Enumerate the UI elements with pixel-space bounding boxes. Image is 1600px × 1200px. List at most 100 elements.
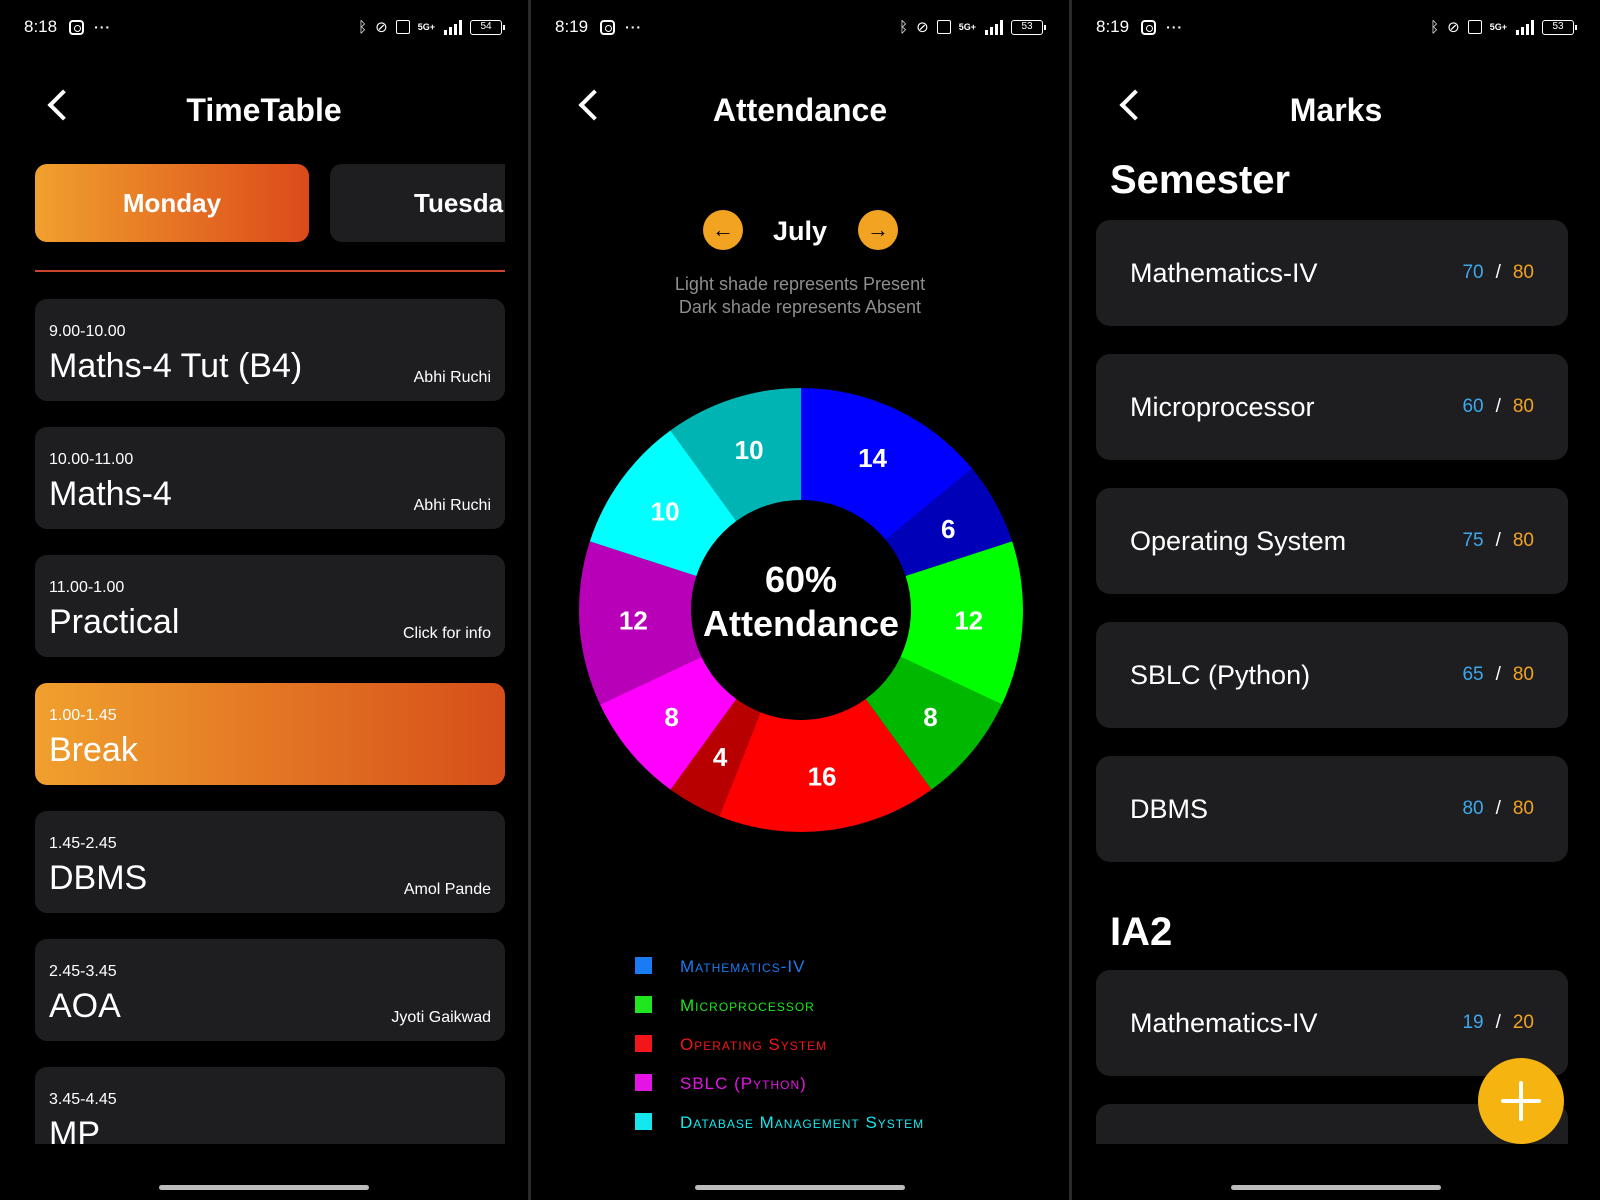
status-bar: 8:19 ··· ᛒ ⊘ 5G+ 53: [555, 14, 1046, 40]
class-card[interactable]: 10.00-11.00 Maths-4 Abhi Ruchi: [35, 427, 505, 529]
class-teacher: Abhi Ruchi: [413, 497, 491, 514]
donut-slice: [865, 656, 1002, 790]
bluetooth-icon: ᛒ: [1430, 18, 1440, 36]
mark-card[interactable]: DBMS 80 / 80: [1096, 756, 1568, 862]
mark-score: 80 / 80: [1462, 798, 1534, 820]
status-time: 8:19: [1096, 17, 1130, 36]
mark-card[interactable]: Microprocessor 60 / 80: [1096, 354, 1568, 460]
sim-icon: [1467, 20, 1482, 34]
score-slash: /: [1495, 798, 1501, 819]
slice-value-label: 12: [954, 606, 983, 636]
status-time: 8:18: [24, 17, 58, 36]
marks-total: 20: [1512, 1012, 1534, 1033]
class-name: Practical: [49, 603, 180, 641]
tab-monday[interactable]: Monday: [35, 164, 309, 242]
page-title: TimeTable: [186, 92, 342, 128]
class-name: Maths-4: [49, 475, 172, 513]
donut-slice: [885, 468, 1013, 577]
class-time: 2.45-3.45: [49, 963, 117, 980]
tab-tuesday[interactable]: Tuesda: [330, 164, 505, 242]
class-time: 1.45-2.45: [49, 835, 117, 852]
marks-total: 80: [1512, 798, 1534, 819]
home-indicator[interactable]: [695, 1185, 905, 1190]
slice-value-label: 14: [858, 443, 887, 473]
mark-subject: Operating System: [1130, 526, 1347, 556]
class-info-link[interactable]: Click for info: [402, 625, 491, 642]
mark-score: 60 / 80: [1462, 396, 1534, 418]
marks-obtained: 65: [1462, 664, 1484, 685]
battery-icon: 53: [1542, 19, 1577, 35]
center-percent: 60%: [765, 559, 837, 600]
home-indicator[interactable]: [1231, 1185, 1441, 1190]
class-card[interactable]: 3.45-4.45 MP: [35, 1067, 505, 1144]
donut-slice: [670, 388, 801, 522]
status-time: 8:19: [555, 17, 589, 36]
legend-label: Database Management System: [680, 1113, 925, 1132]
class-time: 10.00-11.00: [49, 451, 134, 468]
battery-icon: 53: [1011, 19, 1046, 35]
bluetooth-icon: ᛒ: [358, 18, 368, 36]
legend-item: Mathematics-IV: [635, 955, 1015, 994]
hotspot-icon: ⊘: [916, 19, 929, 36]
plus-icon: [1501, 1081, 1541, 1121]
month-navigator: ← July →: [531, 210, 1069, 252]
hotspot-icon: ⊘: [375, 19, 388, 36]
legend-label: Mathematics-IV: [680, 957, 806, 976]
score-slash: /: [1495, 396, 1501, 417]
donut-slice: [670, 698, 761, 817]
home-indicator[interactable]: [159, 1185, 369, 1190]
mark-card[interactable]: Mathematics-IV 70 / 80: [1096, 220, 1568, 326]
slice-value-label: 12: [619, 606, 648, 636]
mark-card[interactable]: Operating System 75 / 80: [1096, 488, 1568, 594]
note-present: Light shade represents Present: [674, 274, 926, 294]
arrow-left-icon[interactable]: ←: [703, 210, 743, 250]
class-teacher: Abhi Ruchi: [413, 369, 491, 386]
section-title-semester: Semester: [1110, 158, 1291, 202]
slice-value-label: 10: [735, 435, 764, 465]
screen-divider: [1069, 0, 1072, 1200]
legend-label: SBLC (Python): [680, 1074, 807, 1093]
mark-card[interactable]: SBLC (Python) 65 / 80: [1096, 622, 1568, 728]
slice-value-label: 8: [664, 702, 678, 732]
month-label: July: [772, 216, 828, 246]
class-card[interactable]: 1.45-2.45 DBMS Amol Pande: [35, 811, 505, 913]
center-caption: Attendance: [703, 603, 899, 644]
mark-subject: Microprocessor: [1130, 392, 1315, 422]
score-slash: /: [1495, 664, 1501, 685]
donut-slice: [589, 430, 737, 577]
legend-swatch: [635, 996, 652, 1013]
signal-icon: [1516, 19, 1534, 35]
shade-note: Light shade represents Present Dark shad…: [531, 273, 1069, 319]
day-tabs: Monday Tuesda: [35, 164, 505, 244]
class-list[interactable]: 9.00-10.00 Maths-4 Tut (B4) Abhi Ruchi 1…: [35, 299, 505, 1144]
break-card: 1.00-1.45 Break: [35, 683, 505, 785]
instagram-icon: [1141, 19, 1157, 35]
score-slash: /: [1495, 1012, 1501, 1033]
header: Marks: [1072, 86, 1600, 136]
slice-value-label: 16: [808, 762, 837, 792]
legend-swatch: [635, 1035, 652, 1052]
class-card[interactable]: 11.00-1.00 Practical Click for info: [35, 555, 505, 657]
marks-obtained: 60: [1462, 396, 1484, 417]
slice-value-label: 8: [923, 702, 937, 732]
page-title: Attendance: [712, 92, 888, 128]
arrow-right-icon[interactable]: →: [858, 210, 898, 250]
signal-icon: [985, 19, 1003, 35]
instagram-icon: [600, 19, 616, 35]
class-card[interactable]: 2.45-3.45 AOA Jyoti Gaikwad: [35, 939, 505, 1041]
donut-slice: [801, 388, 973, 540]
mark-subject: DBMS: [1130, 794, 1209, 824]
sim-icon: [936, 20, 951, 34]
marks-total: 80: [1512, 530, 1534, 551]
network-label: 5G+: [958, 22, 976, 32]
header: Attendance: [531, 86, 1069, 136]
class-card[interactable]: 9.00-10.00 Maths-4 Tut (B4) Abhi Ruchi: [35, 299, 505, 401]
add-marks-button[interactable]: [1478, 1058, 1564, 1144]
chart-legend: Mathematics-IV Microprocessor Operating Sy…: [635, 955, 1015, 1150]
legend-swatch: [635, 957, 652, 974]
more-dots-icon: ···: [625, 19, 643, 35]
status-bar: 8:19 ··· ᛒ ⊘ 5G+ 53: [1096, 14, 1577, 40]
sim-icon: [395, 20, 410, 34]
note-absent: Dark shade represents Absent: [678, 297, 922, 317]
mark-card[interactable]: Mathematics-IV 19 / 20: [1096, 970, 1568, 1076]
